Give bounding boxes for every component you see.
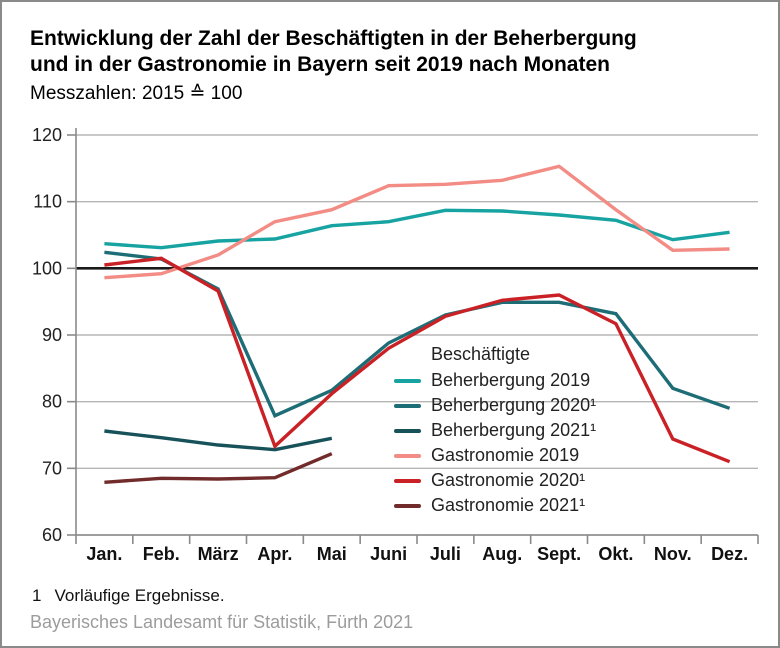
legend-label: Beherbergung 2019: [431, 370, 591, 390]
y-tick-label: 120: [32, 125, 62, 145]
legend-item-beherbergung-2020: Beherbergung 2020¹: [394, 393, 596, 418]
footnote: 1 Vorläufige Ergebnisse.: [32, 586, 225, 606]
x-tick-label: Sept.: [537, 544, 581, 564]
series-line-beherbergung-2019: [104, 208, 730, 250]
legend-swatch-gastronomie-2020: [394, 478, 421, 483]
legend-label: Beherbergung 2020¹: [431, 395, 597, 415]
chart-title: Entwicklung der Zahl der Beschäftigten i…: [30, 26, 760, 78]
series-line-gastronomie-2020: [104, 256, 731, 464]
footnote-text: Vorläufige Ergebnisse.: [54, 586, 225, 605]
footnote-marker: 1: [32, 586, 42, 605]
y-tick-label: 80: [42, 392, 62, 412]
legend-title: Beschäftigte: [431, 344, 531, 364]
legend-item-beherbergung-2021: Beherbergung 2021¹: [394, 418, 596, 443]
x-tick-label: Aug.: [482, 544, 522, 564]
chart-legend: Beschäftigte Beherbergung 2019 Beherberg…: [394, 342, 596, 518]
legend-swatch-beherbergung-2021: [394, 428, 421, 433]
x-tick-label: Juli: [430, 544, 461, 564]
x-tick-label: Okt.: [598, 544, 633, 564]
x-tick-label: März: [198, 544, 239, 564]
y-tick-label: 70: [42, 458, 62, 478]
legend-label: Gastronomie 2021¹: [431, 495, 586, 515]
legend-swatch-gastronomie-2021: [394, 503, 421, 508]
legend-item-gastronomie-2019: Gastronomie 2019: [394, 443, 596, 468]
source-line: Bayerisches Landesamt für Statistik, Für…: [30, 612, 414, 632]
chart-subtitle: Messzahlen: 2015 ≙ 100: [30, 83, 243, 104]
series-line-gastronomie-2019: [104, 164, 730, 280]
legend-label: Beherbergung 2021¹: [431, 420, 597, 440]
x-tick-label: Apr.: [257, 544, 292, 564]
chart-title-line2: und in der Gastronomie in Bayern seit 20…: [30, 53, 610, 76]
legend-swatch-beherbergung-2019: [394, 378, 421, 383]
series-line-beherbergung-2021: [104, 429, 333, 452]
legend-swatch-beherbergung-2020: [394, 403, 421, 408]
y-tick-label: 110: [33, 192, 62, 212]
chart-title-line1: Entwicklung der Zahl der Beschäftigten i…: [30, 27, 637, 50]
x-tick-label: Juni: [370, 544, 407, 564]
y-tick-label: 60: [42, 525, 62, 545]
legend-item-beherbergung-2019: Beherbergung 2019: [394, 368, 596, 393]
legend-item-gastronomie-2021: Gastronomie 2021¹: [394, 493, 596, 518]
legend-label: Gastronomie 2019: [431, 445, 580, 465]
x-tick-label: Jan.: [86, 544, 122, 564]
legend-label: Gastronomie 2020¹: [431, 470, 586, 490]
x-tick-label: Feb.: [143, 544, 180, 564]
x-tick-label: Dez.: [711, 544, 748, 564]
x-tick-label: Nov.: [654, 544, 692, 564]
y-tick-label: 100: [32, 258, 62, 278]
y-tick-label: 90: [42, 325, 62, 345]
legend-item-gastronomie-2020: Gastronomie 2020¹: [394, 468, 596, 493]
series-line-gastronomie-2021: [104, 452, 333, 484]
legend-swatch-gastronomie-2019: [394, 453, 421, 458]
x-tick-label: Mai: [317, 544, 347, 564]
